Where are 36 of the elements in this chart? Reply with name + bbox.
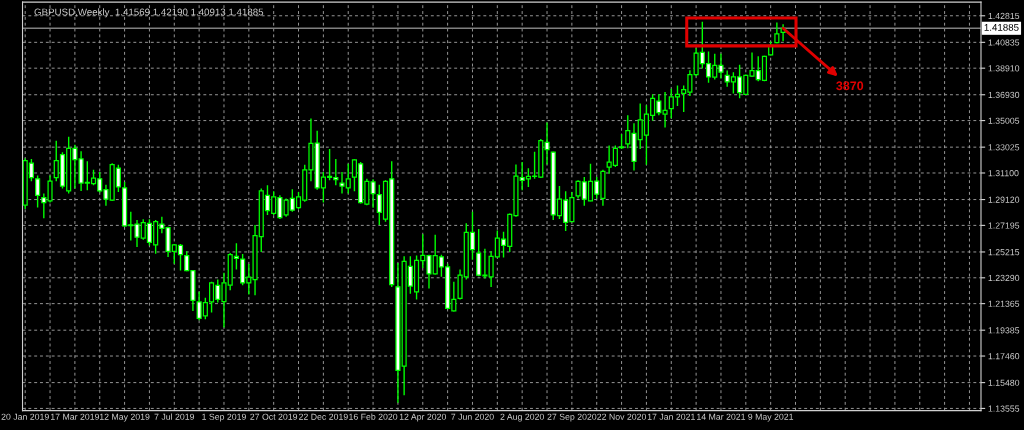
y-tick-label: 1.42815 (988, 12, 1020, 20)
y-tick-label: 1.15480 (988, 379, 1020, 386)
x-tick-label: 14 Mar 2021 (697, 413, 746, 420)
y-tick-label: 1.29120 (988, 196, 1020, 203)
x-tick-label: 12 Apr 2020 (399, 413, 447, 422)
x-tick-label: 27 Sep 2020 (547, 413, 597, 422)
x-tick-label: 17 Mar 2019 (50, 413, 100, 420)
y-tick-label: 1.19385 (988, 327, 1020, 334)
x-tick-label: 7 Jun 2020 (451, 413, 494, 420)
y-tick-label: 1.36930 (988, 91, 1020, 98)
x-tick-label: 20 Jan 2019 (1, 413, 49, 420)
y-tick-label: 1.40835 (988, 39, 1020, 46)
x-tick-label: 9 May 2021 (748, 413, 794, 422)
y-tick-label: 1.17460 (988, 353, 1020, 360)
y-tick-label: 1.33025 (988, 144, 1020, 151)
x-tick-label: 1 Sep 2019 (202, 413, 246, 422)
candlestick (35, 174, 41, 209)
x-tick-label: 7 Jul 2019 (154, 413, 195, 420)
x-tick-label: 12 May 2019 (99, 413, 150, 422)
x-tick-label: 17 Jan 2021 (647, 413, 695, 420)
x-tick-label: 2 Aug 2020 (500, 413, 544, 422)
y-tick-label: 1.21365 (988, 300, 1020, 307)
x-tick-label: 16 Feb 2020 (349, 413, 398, 420)
y-tick-label: 1.25215 (988, 249, 1020, 256)
annotation: 3870 (836, 81, 864, 91)
x-tick-label: 27 Oct 2019 (250, 413, 298, 420)
ref-line-label: 1.41885 (984, 23, 1019, 31)
y-tick-label: 1.23290 (988, 274, 1020, 282)
y-tick-label: 1.31100 (988, 170, 1019, 177)
y-tick-label: 1.13555 (988, 405, 1020, 412)
y-tick-label: 1.35005 (988, 117, 1020, 124)
y-tick-label: 1.27195 (988, 222, 1020, 229)
y-tick-label: 1.38910 (988, 65, 1020, 72)
text: GBPUSD,Weekly 1.41569 1.42190 1.40913 1.41885 (34, 8, 264, 18)
x-tick-label: 22 Nov 2020 (597, 413, 647, 420)
x-tick-label: 22 Dec 2019 (299, 413, 348, 420)
